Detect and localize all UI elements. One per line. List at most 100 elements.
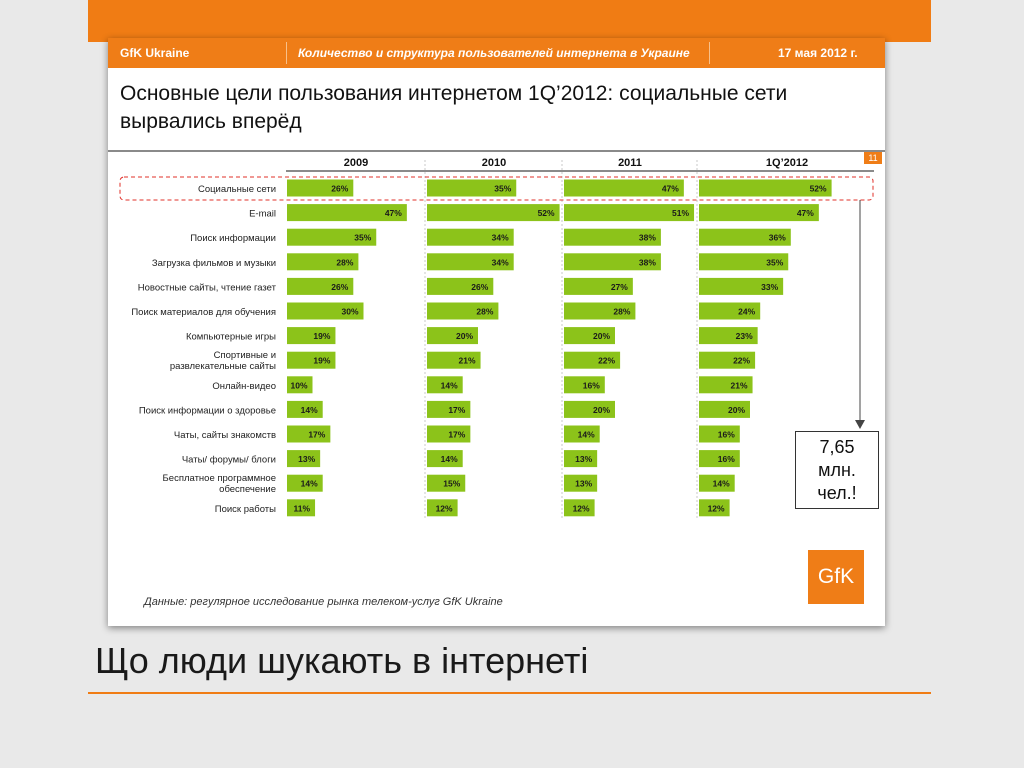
bar — [564, 499, 595, 517]
gfk-logo: GfK — [808, 550, 864, 604]
bar — [287, 179, 354, 197]
bar — [427, 253, 514, 271]
page-number: 11 — [864, 152, 882, 164]
data-label: 26% — [331, 282, 348, 292]
data-label: 17% — [308, 430, 325, 440]
bar — [699, 253, 789, 271]
bar — [287, 400, 323, 418]
category-label: Спортивные и развлекательные сайты — [170, 350, 276, 372]
bar — [699, 425, 740, 443]
data-label: 30% — [341, 307, 358, 317]
category-label: Чаты, сайты знакомств — [174, 430, 276, 441]
data-label: 19% — [313, 331, 330, 341]
category-label: Поиск материалов для обучения — [131, 307, 276, 318]
bar — [287, 228, 377, 246]
bar — [287, 425, 331, 443]
bar — [427, 425, 471, 443]
data-label: 12% — [573, 503, 590, 513]
bar — [699, 277, 784, 295]
callout-box: 7,65 млн. чел.! — [795, 431, 879, 509]
data-label: 36% — [769, 233, 786, 243]
data-label: 14% — [441, 380, 458, 390]
bar — [564, 450, 598, 468]
category-label: Поиск информации о здоровье — [139, 405, 276, 416]
source-note: Данные: регулярное исследование рынка те… — [144, 596, 503, 608]
bar — [564, 228, 661, 246]
bar — [427, 499, 458, 517]
bar — [564, 179, 684, 197]
slide-header: GfK Ukraine Количество и структура польз… — [108, 38, 885, 68]
category-label: Новостные сайты, чтение газет — [138, 282, 277, 293]
data-label: 22% — [733, 356, 750, 366]
bar — [564, 253, 661, 271]
bar — [564, 376, 605, 394]
header-separator — [286, 42, 287, 64]
bar — [427, 204, 560, 222]
bar — [427, 474, 466, 492]
data-label: 24% — [738, 307, 755, 317]
bar — [287, 277, 354, 295]
bar — [427, 327, 478, 345]
data-label: 14% — [301, 405, 318, 415]
bar — [287, 450, 321, 468]
bar — [427, 450, 463, 468]
bar-chart: 2009 2010 2011 1Q’2012 Социальные сети 26% 35%… — [119, 157, 874, 520]
data-label: 34% — [492, 257, 509, 267]
data-label: 47% — [385, 208, 402, 218]
data-label: 28% — [476, 307, 493, 317]
data-label: 26% — [331, 184, 348, 194]
category-label: Поиск работы — [215, 504, 276, 515]
header-brand: GfK Ukraine — [120, 46, 190, 60]
data-label: 11% — [294, 503, 311, 513]
callout-label: чел.! — [817, 483, 857, 503]
bar — [699, 450, 740, 468]
data-label: 38% — [639, 233, 656, 243]
data-label: 34% — [492, 233, 509, 243]
bar — [564, 204, 695, 222]
title-divider — [108, 150, 885, 152]
callout-unit: млн. — [818, 460, 856, 480]
bar — [699, 474, 735, 492]
data-label: 52% — [538, 208, 555, 218]
data-label: 27% — [611, 282, 628, 292]
data-label: 22% — [598, 356, 615, 366]
category-label: Поиск информации — [190, 233, 276, 244]
data-label: 15% — [443, 479, 460, 489]
header-subject: Количество и структура пользователей инт… — [298, 46, 690, 60]
series-header: 1Q’2012 — [766, 157, 808, 169]
bar — [699, 302, 761, 320]
data-label: 26% — [471, 282, 488, 292]
data-label: 51% — [672, 208, 689, 218]
bar — [699, 179, 832, 197]
highlight-box — [119, 176, 874, 201]
bar — [287, 302, 364, 320]
bar — [564, 425, 600, 443]
data-label: 16% — [718, 454, 735, 464]
data-label: 33% — [761, 282, 778, 292]
data-label: 19% — [313, 356, 330, 366]
series-header: 2009 — [344, 157, 368, 169]
bar — [699, 400, 750, 418]
callout-arrowhead — [855, 420, 865, 429]
data-label: 14% — [578, 430, 595, 440]
bar — [699, 228, 791, 246]
header-separator — [709, 42, 710, 64]
bar — [699, 499, 730, 517]
data-label: 20% — [728, 405, 745, 415]
data-label: 21% — [459, 356, 476, 366]
data-label: 28% — [613, 307, 630, 317]
bar — [287, 499, 316, 517]
callout-value: 7,65 — [819, 437, 855, 457]
bar — [699, 204, 819, 222]
bar — [564, 474, 598, 492]
category-label: E-mail — [249, 209, 276, 220]
data-label: 10% — [290, 380, 307, 390]
data-label: 38% — [639, 257, 656, 267]
data-label: 52% — [810, 184, 827, 194]
data-label: 16% — [718, 430, 735, 440]
data-label: 35% — [766, 257, 783, 267]
slide-title: Основные цели пользования интернетом 1Q’… — [120, 82, 788, 133]
bar — [427, 179, 517, 197]
data-label: 12% — [436, 503, 453, 513]
bar — [287, 351, 336, 369]
